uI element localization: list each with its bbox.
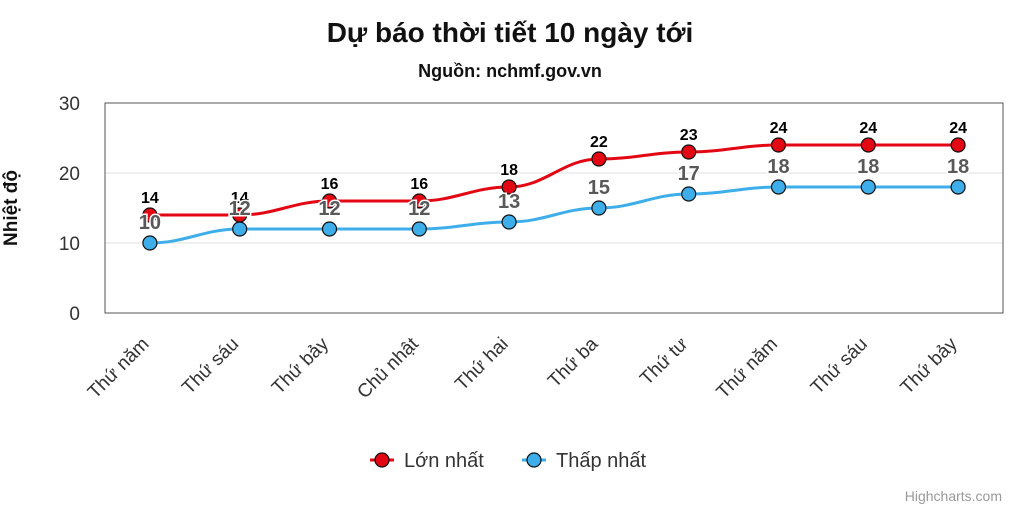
data-label-max: 18 <box>500 162 518 179</box>
legend-item-min[interactable]: Thấp nhất <box>522 450 647 472</box>
data-point-min[interactable] <box>770 179 787 195</box>
data-label-min: 13 <box>498 191 520 213</box>
series-line-max <box>149 143 959 217</box>
data-point-min[interactable] <box>681 186 697 202</box>
data-labels: 14 14 16 16 18 22 23 24 24 24 10 12 12 12 13 15 17 18 18 18 <box>137 119 970 236</box>
data-point-min[interactable] <box>591 200 607 216</box>
data-point-min[interactable] <box>950 179 966 195</box>
x-tick-label: Thứ sáu <box>178 334 243 399</box>
plot-area-border <box>104 102 1004 314</box>
data-label-max: 24 <box>859 120 877 137</box>
x-tick-label: Thứ sáu <box>807 334 872 399</box>
data-label-min: 18 <box>767 156 789 178</box>
data-point-max[interactable] <box>770 137 787 153</box>
data-point-min[interactable] <box>232 221 248 237</box>
data-point-max[interactable] <box>860 137 876 153</box>
legend-label: Lớn nhất <box>404 450 484 472</box>
y-tick-label: 20 <box>59 164 80 185</box>
x-tick-label: Thứ ba <box>544 333 603 392</box>
series-line-min <box>149 185 959 245</box>
data-label-max: 24 <box>770 120 788 137</box>
x-tick-label: Thứ bảy <box>897 333 962 398</box>
data-point-max[interactable] <box>142 207 158 223</box>
chart-title: Dự báo thời tiết 10 ngày tới <box>327 17 694 48</box>
data-point-max[interactable] <box>321 193 338 209</box>
data-point-min[interactable] <box>321 221 338 237</box>
data-label-min: 12 <box>318 198 340 220</box>
data-point-min[interactable] <box>860 179 876 195</box>
data-label-max: 23 <box>680 127 698 144</box>
y-tick-label: 10 <box>59 234 80 255</box>
data-label-max: 24 <box>949 120 967 137</box>
data-point-max[interactable] <box>950 137 966 153</box>
data-label-min: 10 <box>139 212 161 234</box>
data-point-min[interactable] <box>411 221 427 237</box>
legend-label: Thấp nhất <box>556 450 647 472</box>
data-label-min: 18 <box>947 156 969 178</box>
x-tick-label: Thứ tư <box>636 333 692 389</box>
y-axis-ticks: 0 10 20 30 <box>59 94 80 325</box>
legend-item-max[interactable]: Lớn nhất <box>370 450 484 472</box>
legend-marker <box>374 452 390 468</box>
legend: Lớn nhất Thấp nhất <box>370 450 647 472</box>
data-label-max: 16 <box>410 176 428 193</box>
data-point-max[interactable] <box>591 151 607 167</box>
data-label-max: 22 <box>590 134 608 151</box>
data-label-min: 12 <box>229 198 251 220</box>
x-tick-label: Thứ năm <box>84 334 153 403</box>
data-point-max[interactable] <box>232 207 248 223</box>
data-label-max: 14 <box>141 190 159 207</box>
x-tick-label: Thứ năm <box>713 334 782 403</box>
y-tick-label: 0 <box>69 304 80 325</box>
data-label-min: 12 <box>408 198 430 220</box>
y-axis-label: Nhiệt độ <box>1 170 22 246</box>
data-label-max: 14 <box>231 190 249 207</box>
x-tick-label: Thứ hai <box>451 334 512 395</box>
data-label-min: 18 <box>857 156 879 178</box>
data-point-max[interactable] <box>501 179 517 195</box>
data-point-max[interactable] <box>681 144 697 160</box>
legend-marker <box>526 452 542 468</box>
data-label-max: 16 <box>321 176 339 193</box>
data-point-min[interactable] <box>142 235 158 251</box>
data-point-max[interactable] <box>411 193 427 209</box>
x-tick-label: Chủ nhật <box>353 333 423 403</box>
data-label-min: 15 <box>588 177 610 199</box>
data-label-min: 17 <box>678 163 700 185</box>
data-point-min[interactable] <box>501 214 517 230</box>
series-group <box>142 137 966 251</box>
x-axis-ticks: Thứ năm Thứ sáu Thứ bảy Chủ nhật Thứ hai Thứ … <box>84 333 962 403</box>
y-tick-label: 30 <box>59 94 80 115</box>
credit-link[interactable]: Highcharts.com <box>905 488 1002 504</box>
x-tick-label: Thứ bảy <box>268 333 333 398</box>
chart-subtitle: Nguồn: nchmf.gov.vn <box>418 61 602 81</box>
